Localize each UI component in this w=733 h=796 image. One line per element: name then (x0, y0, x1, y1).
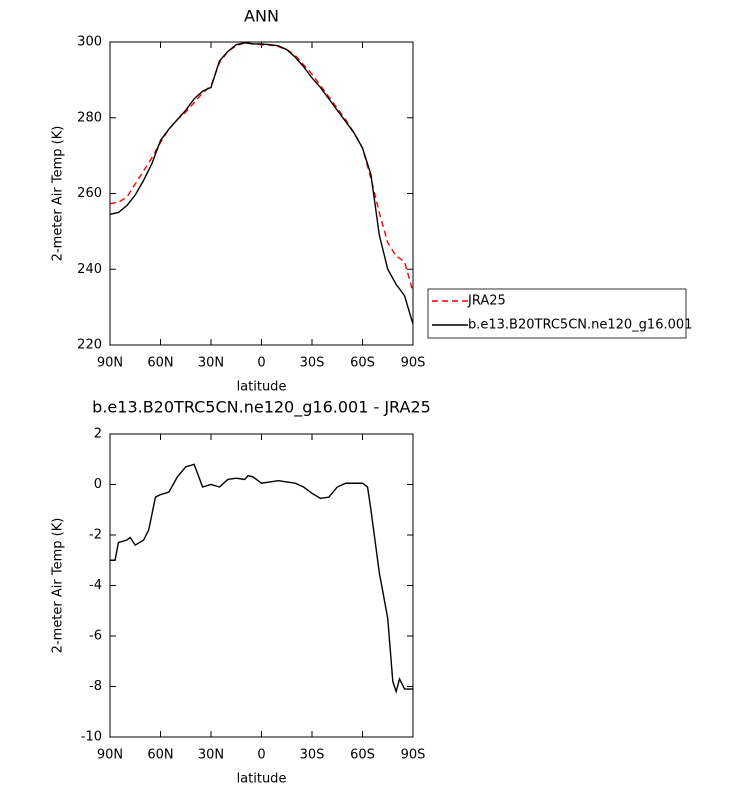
y-tick-label: -6 (89, 629, 102, 644)
x-tick-label: 60S (350, 356, 375, 371)
data-line (109, 42, 414, 293)
legend-box (427, 288, 687, 339)
chart-title: ANN (244, 7, 279, 26)
x-tick-label: 60S (350, 748, 375, 763)
y-axis-label: 2-meter Air Temp (K) (51, 126, 66, 262)
x-axis-label: latitude (237, 380, 287, 395)
x-axis-label: latitude (237, 772, 287, 787)
legend-label: b.e13.B20TRC5CN.ne120_g16.001 (468, 318, 692, 333)
legend-label: JRA25 (467, 294, 506, 309)
x-tick-label: 0 (257, 748, 265, 763)
plot-frame (109, 41, 414, 346)
plot-frame (109, 433, 414, 738)
x-tick-label: 30N (198, 356, 224, 371)
x-tick-label: 30S (300, 356, 325, 371)
x-tick-label: 90N (97, 748, 123, 763)
x-tick-label: 60N (147, 356, 173, 371)
y-axis-label: 2-meter Air Temp (K) (51, 518, 66, 654)
y-tick-label: -4 (89, 578, 102, 593)
y-tick-label: -8 (89, 679, 102, 694)
x-tick-label: 30S (300, 748, 325, 763)
data-line (110, 463, 413, 694)
x-tick-label: 60N (147, 748, 173, 763)
y-tick-label: 2 (94, 427, 102, 442)
y-tick-label: -2 (89, 528, 102, 543)
x-tick-label: 90N (97, 356, 123, 371)
y-tick-label: 0 (94, 477, 102, 492)
y-tick-label: 240 (77, 262, 102, 277)
data-line (109, 42, 414, 325)
y-tick-label: 260 (77, 186, 102, 201)
x-tick-label: 90S (401, 748, 426, 763)
y-tick-label: -10 (81, 730, 102, 745)
x-tick-label: 90S (401, 356, 426, 371)
y-tick-label: 300 (77, 35, 102, 50)
x-tick-label: 30N (198, 748, 224, 763)
x-tick-label: 0 (257, 356, 265, 371)
chart-title: b.e13.B20TRC5CN.ne120_g16.001 - JRA25 (92, 398, 431, 418)
y-tick-label: 220 (77, 338, 102, 353)
y-tick-label: 280 (77, 110, 102, 125)
